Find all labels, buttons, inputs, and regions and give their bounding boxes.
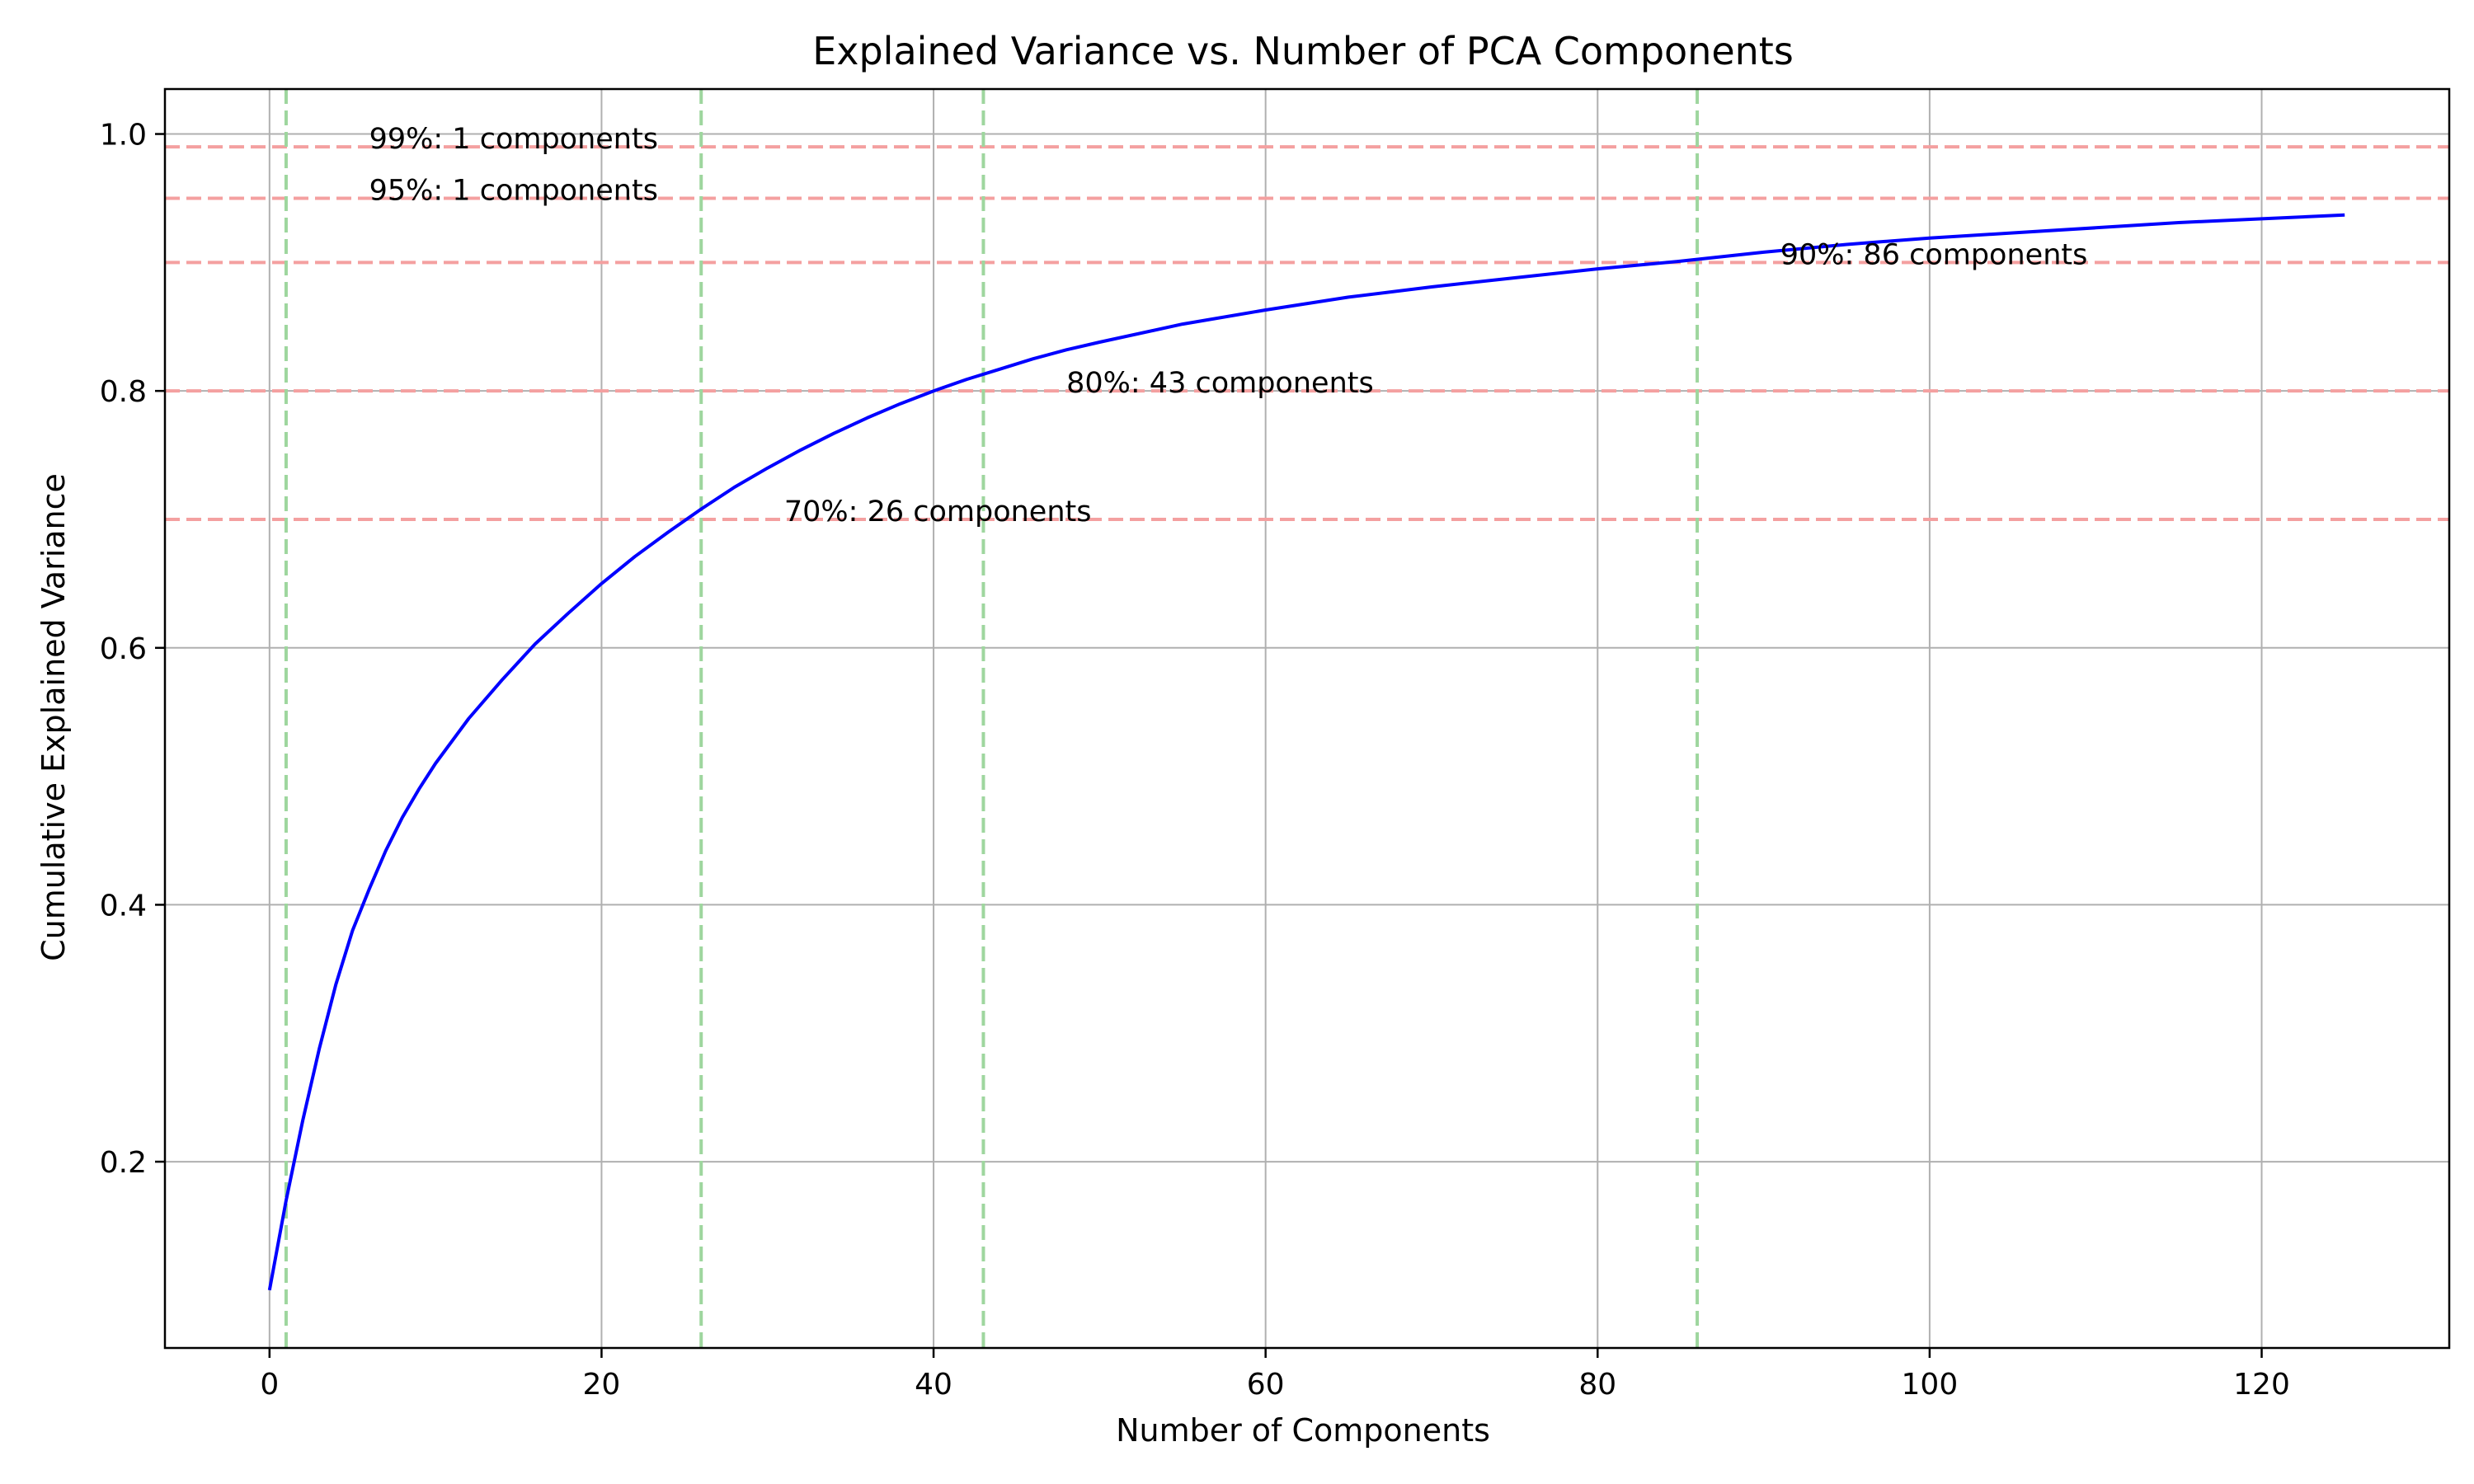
grid xyxy=(165,89,2449,1348)
threshold-annotation: 80%: 43 components xyxy=(1066,367,1374,400)
threshold-annotation: 99%: 1 components xyxy=(369,123,658,156)
threshold-lines xyxy=(165,89,2449,1348)
x-tick-label: 100 xyxy=(1902,1368,1959,1402)
y-axis-label: Cumulative Explained Variance xyxy=(35,473,72,961)
threshold-annotation: 70%: 26 components xyxy=(784,495,1092,528)
y-tick-label: 0.6 xyxy=(100,632,147,666)
variance-line xyxy=(267,213,2345,1291)
x-tick-label: 120 xyxy=(2233,1368,2290,1402)
x-axis-label: Number of Components xyxy=(1116,1412,1490,1449)
threshold-annotation: 95%: 1 components xyxy=(369,174,658,207)
plot-frame xyxy=(163,87,2451,1350)
axis-ticks: 0 20 40 60 80 100 120 0.2 0.4 0.6 0.8 1.0 xyxy=(100,119,2290,1402)
chart-title: Explained Variance vs. Number of PCA Com… xyxy=(812,29,1794,73)
threshold-annotation: 90%: 86 components xyxy=(1780,238,2088,271)
y-tick-label: 0.8 xyxy=(100,375,147,409)
y-tick-label: 0.4 xyxy=(100,889,147,923)
series-group xyxy=(267,213,2345,1291)
annotations: 70%: 26 components 80%: 43 components 90%:… xyxy=(369,123,2088,528)
x-tick-label: 40 xyxy=(915,1368,952,1402)
y-tick-label: 1.0 xyxy=(100,119,147,153)
x-tick-label: 0 xyxy=(260,1368,279,1402)
y-tick-label: 0.2 xyxy=(100,1146,147,1180)
x-tick-label: 60 xyxy=(1247,1368,1285,1402)
x-tick-label: 80 xyxy=(1578,1368,1616,1402)
x-tick-label: 20 xyxy=(583,1368,621,1402)
